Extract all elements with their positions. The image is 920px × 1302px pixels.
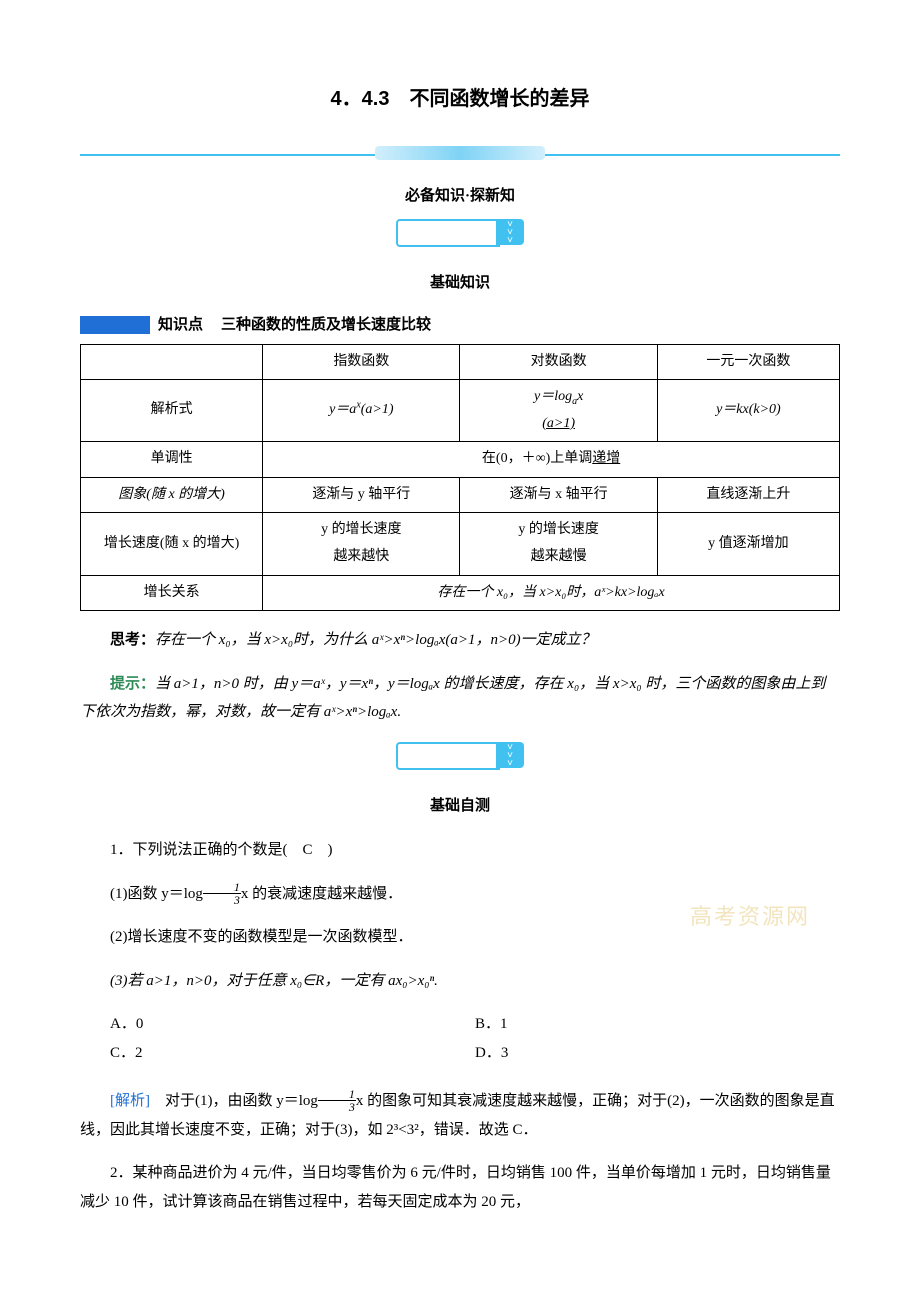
row-label: 图象(随 x 的增大) — [81, 477, 263, 513]
chevron-down-icon: ˅˅˅ — [496, 219, 524, 245]
kpoint-title: 三种函数的性质及增长速度比较 — [221, 311, 431, 340]
opt-a: A．0 — [110, 1010, 475, 1039]
row-label: 增长速度(随 x 的增大) — [81, 513, 263, 575]
kpoint-block-icon — [80, 316, 150, 334]
table-row: 解析式 y＝ax(a>1) y＝logax (a>1) y＝kx(k>0) — [81, 380, 840, 442]
q1-sub2: (2)增长速度不变的函数模型是一次函数模型． — [80, 923, 840, 952]
table-row: 图象(随 x 的增大) 逐渐与 y 轴平行 逐渐与 x 轴平行 直线逐渐上升 — [81, 477, 840, 513]
section-heading-1: 必备知识·探新知 — [80, 182, 840, 211]
cell: y＝logax (a>1) — [460, 380, 657, 442]
properties-table: 指数函数 对数函数 一元一次函数 解析式 y＝ax(a>1) y＝logax (… — [80, 344, 840, 612]
cell: y＝ax(a>1) — [263, 380, 460, 442]
hint-paragraph: 提示：当 a>1，n>0 时，由 y＝aˣ，y＝xⁿ，y＝logₐx 的增长速度… — [80, 670, 840, 727]
analysis-paragraph: [解析] 对于(1)，由函数 y＝log13x 的图象可知其衰减速度越来越慢，正… — [80, 1087, 840, 1144]
analysis-label: [解析] — [110, 1093, 150, 1109]
think-paragraph: 思考：存在一个 x₀，当 x>x₀时，为什么 aˣ>xⁿ>logₐx(a>1，n… — [80, 626, 840, 655]
chevron-down-icon: ˅˅˅ — [496, 742, 524, 768]
th-exp: 指数函数 — [263, 344, 460, 380]
page-title: 4．4.3 不同函数增长的差异 — [80, 80, 840, 118]
knowledge-point-row: 知识点 三种函数的性质及增长速度比较 — [80, 311, 840, 340]
pill-tab-decor-1: ˅˅˅ — [396, 219, 524, 247]
table-row: 增长关系 存在一个 x₀，当 x>x₀时，aˣ>kx>logₐx — [81, 575, 840, 611]
cell-merged: 在(0，＋∞)上单调递增 — [263, 442, 840, 478]
opt-d: D．3 — [475, 1039, 840, 1068]
hint-label: 提示： — [110, 676, 155, 692]
cell: 逐渐与 y 轴平行 — [263, 477, 460, 513]
cell: 逐渐与 x 轴平行 — [460, 477, 657, 513]
question-2: 2．某种商品进价为 4 元/件，当日均零售价为 6 元/件时，日均销售 100 … — [80, 1159, 840, 1216]
decor-rule-top — [80, 146, 840, 164]
pill-tab-decor-2: ˅˅˅ — [396, 742, 524, 770]
think-label: 思考： — [110, 632, 155, 648]
cell: y 值逐渐增加 — [657, 513, 839, 575]
opt-c: C．2 — [110, 1039, 475, 1068]
q1-sub3: (3)若 a>1，n>0，对于任意 x₀∈R，一定有 ax₀>x₀ⁿ. — [80, 967, 840, 996]
sub-section-2: 基础自测 — [80, 792, 840, 821]
q1-sub1: (1)函数 y＝log13x 的衰减速度越来越慢． — [80, 880, 840, 909]
th-linear: 一元一次函数 — [657, 344, 839, 380]
cell: 直线逐渐上升 — [657, 477, 839, 513]
cell-merged: 存在一个 x₀，当 x>x₀时，aˣ>kx>logₐx — [263, 575, 840, 611]
q1-options: A．0 B．1 C．2 D．3 — [110, 1010, 840, 1067]
q1-stem: 1．下列说法正确的个数是( C ) — [80, 836, 840, 865]
question-1: 1．下列说法正确的个数是( C ) 高考资源网 (1)函数 y＝log13x 的… — [80, 836, 840, 1067]
opt-b: B．1 — [475, 1010, 840, 1039]
table-row: 单调性 在(0，＋∞)上单调递增 — [81, 442, 840, 478]
th-log: 对数函数 — [460, 344, 657, 380]
kpoint-label: 知识点 — [158, 311, 203, 340]
row-label: 单调性 — [81, 442, 263, 478]
row-label: 解析式 — [81, 380, 263, 442]
table-row: 增长速度(随 x 的增大) y 的增长速度越来越快 y 的增长速度越来越慢 y … — [81, 513, 840, 575]
row-label: 增长关系 — [81, 575, 263, 611]
cell: y＝kx(k>0) — [657, 380, 839, 442]
table-row: 指数函数 对数函数 一元一次函数 — [81, 344, 840, 380]
cell: y 的增长速度越来越快 — [263, 513, 460, 575]
sub-section-1: 基础知识 — [80, 269, 840, 298]
cell: y 的增长速度越来越慢 — [460, 513, 657, 575]
